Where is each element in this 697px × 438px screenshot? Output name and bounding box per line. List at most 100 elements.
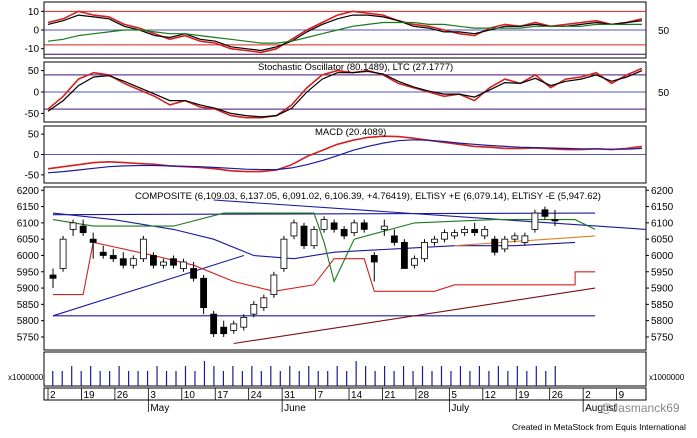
candle-body — [260, 297, 268, 309]
x-tick-label: 10 — [184, 390, 196, 401]
candle-body — [411, 258, 418, 266]
series-line-0-1 — [47, 14, 643, 52]
price-tick-label-right: 5850 — [651, 300, 674, 311]
price-tick-label-right: 6150 — [651, 202, 674, 213]
candle-body — [300, 225, 308, 247]
x-tick-label: 9 — [619, 390, 625, 401]
candle-body — [431, 238, 438, 243]
volume-label-left: x1000000 — [8, 373, 44, 382]
candle-body — [471, 228, 479, 234]
price-tick-label-left: 6200 — [17, 186, 40, 197]
y-tick-label: 0 — [33, 26, 39, 37]
month-label: July — [451, 403, 469, 414]
candle-body — [501, 238, 509, 250]
candle-body — [99, 251, 107, 256]
overlay-resistance-green — [52, 212, 596, 284]
candle-body — [210, 313, 218, 335]
x-tick-label: 19 — [83, 390, 95, 401]
series-line-2-1 — [47, 139, 643, 174]
candle-body — [421, 242, 428, 260]
candle-body — [320, 219, 328, 230]
candle-body — [521, 235, 529, 243]
right-tick-label: 50 — [658, 26, 670, 37]
candle-body — [290, 222, 298, 237]
panels-group — [44, 10, 647, 386]
month-label: May — [150, 403, 169, 414]
price-tick-label-right: 5750 — [651, 332, 674, 343]
price-tick-label-right: 5800 — [651, 316, 674, 327]
price-tick-label-left: 6050 — [17, 235, 40, 246]
candle-body — [310, 228, 318, 247]
candle-body — [461, 228, 469, 234]
candle-body — [551, 219, 559, 222]
candle-body — [481, 228, 489, 237]
overlay-upper-channel — [52, 212, 596, 216]
series-line-1-1 — [47, 70, 643, 118]
candle-body — [79, 225, 87, 234]
x-tick-label: 19 — [518, 390, 530, 401]
x-tick-label: 26 — [117, 390, 129, 401]
candle-body — [240, 316, 248, 328]
candle-body — [541, 209, 549, 217]
candle-body — [139, 238, 147, 260]
price-tick-label-left: 5750 — [17, 332, 40, 343]
stochastic-title: Stochastic Oscillator (80.1489), LTC (27… — [258, 62, 453, 73]
y-tick-label: -50 — [25, 109, 40, 120]
candle-body — [119, 258, 127, 266]
candle-body — [160, 261, 167, 266]
price-tick-label-left: 6100 — [17, 218, 40, 229]
candle-body — [270, 274, 278, 295]
x-tick-label: 12 — [485, 390, 497, 401]
x-axis-frame — [43, 387, 647, 401]
candle-body — [220, 326, 228, 335]
x-tick-label: 17 — [217, 390, 229, 401]
overlay-trend-up — [52, 254, 244, 317]
candle-body — [200, 277, 208, 309]
volume-label-right: x1000000 — [649, 373, 685, 382]
candle-body — [59, 238, 67, 269]
candle-body — [190, 268, 197, 279]
price-tick-label-right: 6000 — [651, 251, 674, 262]
x-tick-label: 2 — [50, 390, 56, 401]
y-tick-label: 0 — [33, 150, 39, 161]
candle-body — [390, 235, 398, 243]
month-label: August — [585, 403, 616, 414]
candle-body — [49, 274, 57, 279]
price-tick-label-left: 6150 — [17, 202, 40, 213]
candle-body — [170, 258, 177, 266]
y-tick-label: -10 — [25, 44, 40, 55]
x-tick-label: 3 — [150, 390, 156, 401]
axes-group: 10 0 -10 50 50 0 -50 50 50 0 -50 6200 6200 6150 6150 61… — [17, 7, 674, 414]
candle-body — [129, 258, 137, 266]
candle-body — [511, 235, 519, 240]
price-tick-label-left: 5850 — [17, 300, 40, 311]
candle-body — [400, 242, 408, 269]
candle-body — [350, 222, 358, 234]
y-tick-label: -50 — [25, 170, 40, 181]
price-tick-label-left: 5950 — [17, 267, 40, 278]
series-line-0-2 — [47, 21, 642, 44]
x-tick-label: 14 — [351, 390, 363, 401]
candle-body — [451, 232, 459, 237]
price-tick-label-left: 5800 — [17, 316, 40, 327]
price-tick-label-left: 6000 — [17, 251, 40, 262]
panel-frame — [43, 351, 647, 387]
price-tick-label-right: 6050 — [651, 235, 674, 246]
x-tick-label: 21 — [384, 390, 396, 401]
panel-frame — [43, 186, 647, 351]
x-tick-label: 2 — [585, 390, 591, 401]
month-label: June — [284, 403, 306, 414]
candle-body — [370, 255, 378, 263]
candle-body — [491, 238, 499, 253]
y-tick-label: 0 — [33, 88, 39, 99]
candle-body — [89, 238, 97, 243]
candle-body — [330, 222, 338, 230]
right-tick-label: 50 — [658, 88, 670, 99]
macd-title: MACD (20.4089) — [315, 127, 386, 138]
candle-body — [340, 228, 348, 237]
watermark-text: @Jasmanck69 — [600, 401, 680, 415]
y-tick-label: 50 — [28, 130, 40, 141]
x-tick-label: 24 — [251, 390, 263, 401]
overlay-support-red — [53, 241, 596, 296]
